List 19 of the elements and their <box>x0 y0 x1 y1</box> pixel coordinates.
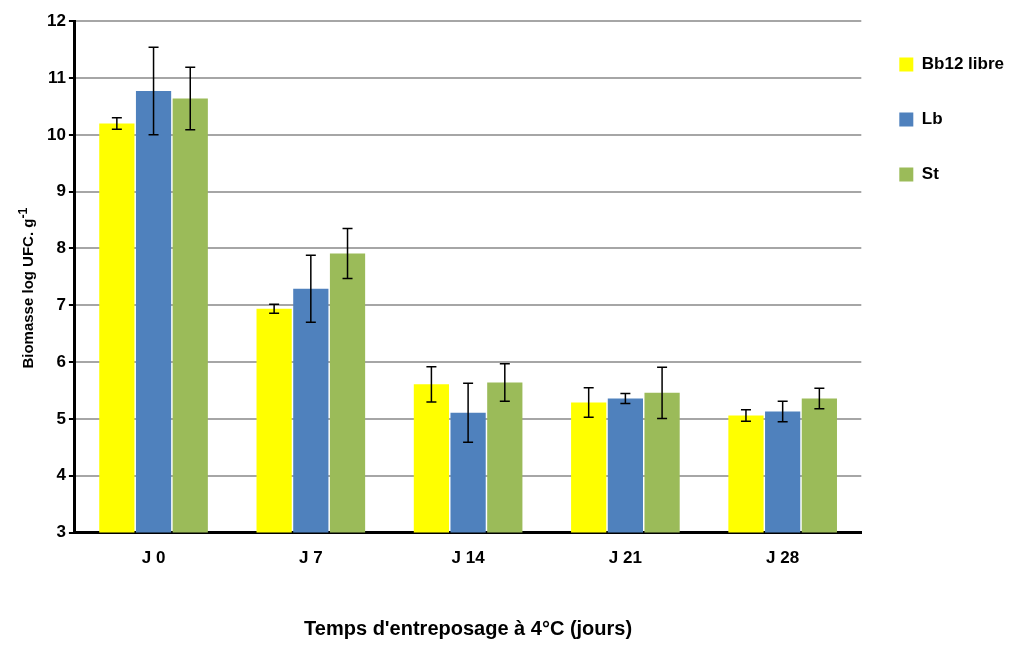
y-tick-label: 8 <box>56 238 66 258</box>
x-tick-label: J 14 <box>451 548 486 568</box>
y-tick-label: 6 <box>56 351 66 371</box>
x-tick-label: J 21 <box>608 548 642 568</box>
y-tick-label: 11 <box>47 67 66 87</box>
y-tick-label: 5 <box>56 408 66 428</box>
legend-label: Bb12 libre <box>921 54 1005 74</box>
y-tick-label: 10 <box>46 124 66 144</box>
x-axis-title: Temps d'entreposage à 4°C (jours) <box>304 616 633 639</box>
x-tick-label: J 0 <box>141 548 166 568</box>
y-tick-label: 12 <box>46 10 66 30</box>
legend-label: St <box>921 164 940 184</box>
y-tick-label: 4 <box>56 465 67 485</box>
y-tick-label: 9 <box>56 181 66 201</box>
x-tick-label: J 7 <box>299 548 323 568</box>
y-tick-label: 7 <box>56 295 66 314</box>
legend-label: Lb <box>921 109 943 129</box>
y-tick-label: 3 <box>56 522 66 542</box>
x-tick-label: J 28 <box>766 548 800 568</box>
